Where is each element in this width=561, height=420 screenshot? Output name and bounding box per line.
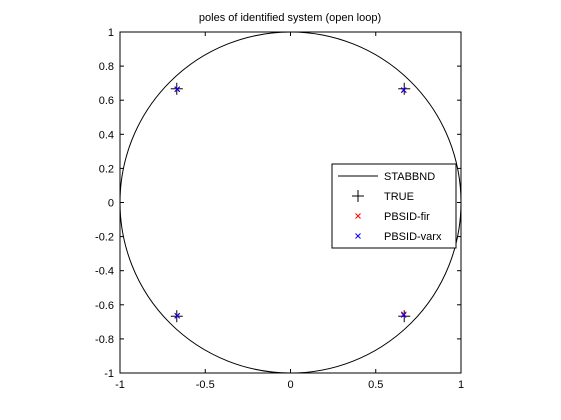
- cross-b: [174, 86, 181, 92]
- legend-label-true: TRUE: [384, 191, 414, 203]
- x-tick-label: 0: [287, 379, 293, 391]
- x-tick-label: 0.5: [368, 379, 383, 391]
- y-tick-label: 0: [108, 198, 114, 210]
- pbsid-varx-point: [400, 312, 407, 318]
- y-tick-label: 0.8: [99, 61, 114, 73]
- y-tick-label: 1: [108, 27, 114, 39]
- cross-b: [400, 312, 407, 318]
- y-tick-label: -1: [104, 368, 114, 380]
- stabbnd-circle: [119, 31, 462, 374]
- x-tick-label: -0.5: [196, 379, 215, 391]
- x-tick-label: 1: [458, 379, 464, 391]
- pbsid-varx-point: [400, 87, 407, 93]
- legend-label-pbsid-fir: PBSID-fir: [384, 211, 430, 223]
- plot-series: [119, 31, 462, 374]
- legend-swatch-pbsid-fir: [355, 213, 361, 219]
- legend-swatch-pbsid-varx: [355, 233, 361, 239]
- legend: STABBND TRUE PBSID-fir PBSID-varx: [331, 163, 457, 249]
- y-tick-label: 0.4: [99, 129, 114, 141]
- cross-b: [400, 87, 407, 93]
- y-tick-label: -0.8: [95, 334, 114, 346]
- pbsid-varx-point: [174, 86, 181, 92]
- legend-label-pbsid-varx: PBSID-varx: [384, 231, 442, 243]
- cross-b: [174, 313, 181, 319]
- chart-title: poles of identified system (open loop): [199, 12, 381, 24]
- y-tick-label: 0.2: [99, 163, 114, 175]
- y-tick-label: 0.6: [99, 95, 114, 107]
- legend-box: [331, 163, 457, 249]
- y-tick-label: -0.4: [95, 266, 114, 278]
- cross-b: [355, 213, 361, 219]
- y-tick-label: -0.6: [95, 300, 114, 312]
- cross-b: [355, 233, 361, 239]
- legend-swatch-true: [352, 190, 364, 202]
- legend-label-stabbnd: STABBND: [384, 171, 435, 183]
- x-tick-label: -1: [115, 379, 125, 391]
- pbsid-varx-point: [174, 313, 181, 319]
- y-tick-label: -0.2: [95, 232, 114, 244]
